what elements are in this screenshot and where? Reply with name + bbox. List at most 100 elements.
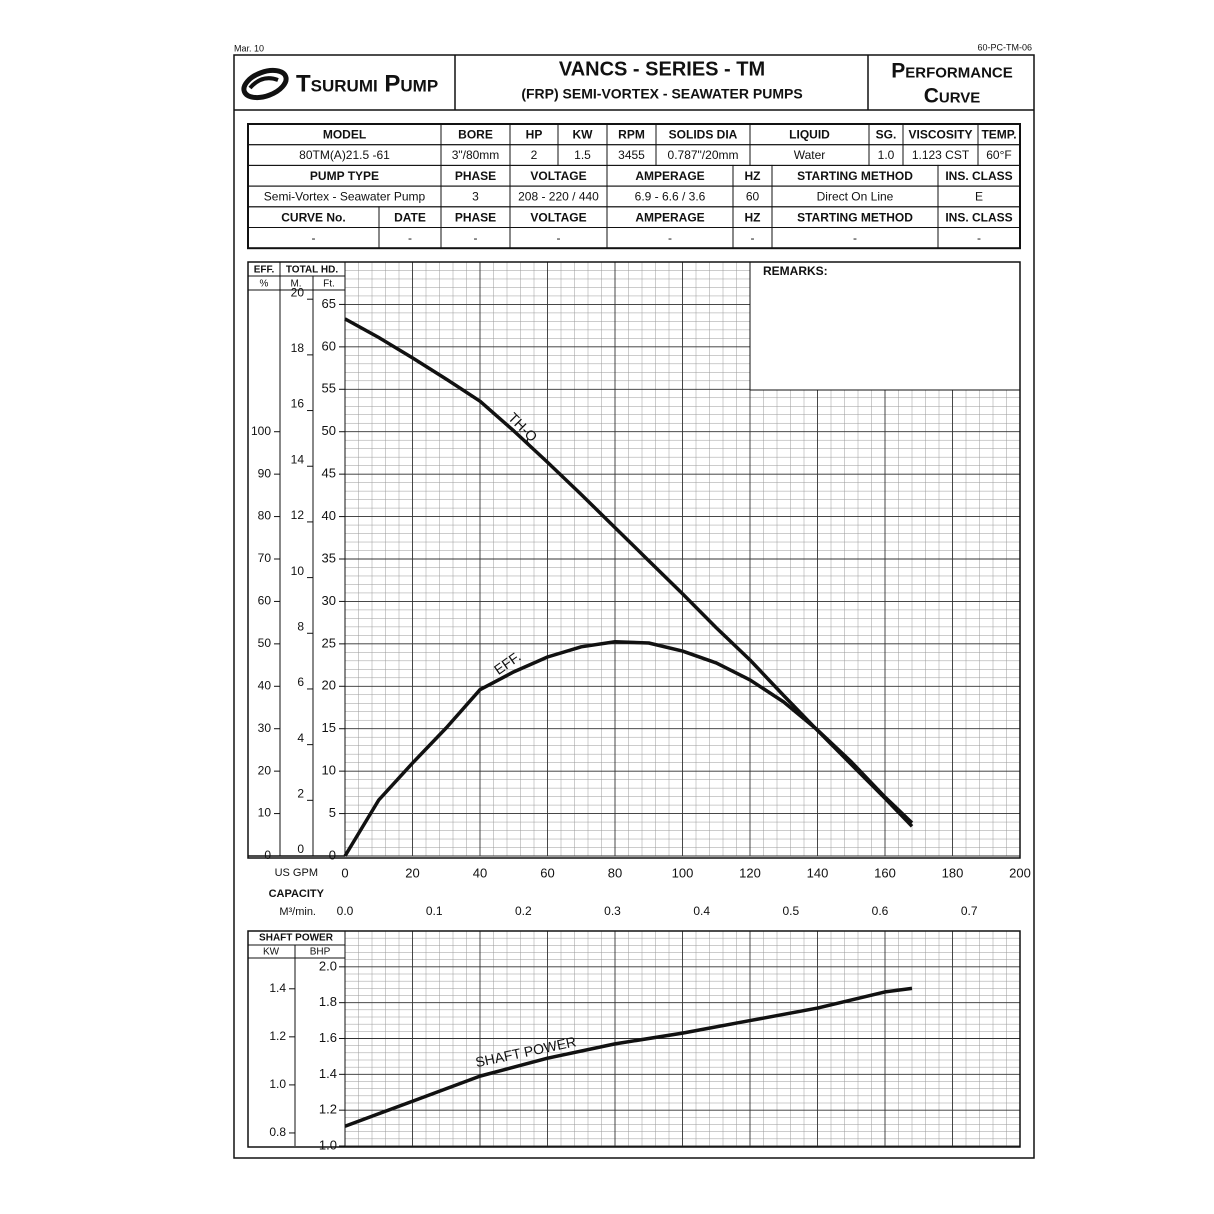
ft-tick-label: 50 — [322, 423, 336, 438]
column-header: RPM — [618, 128, 645, 142]
axis-unit: KW — [263, 947, 280, 958]
doc-code: 60-PC-TM-06 — [977, 42, 1032, 52]
column-header: MODEL — [323, 128, 366, 142]
cell-value: - — [751, 231, 755, 245]
bhp-tick-label: 1.0 — [319, 1137, 337, 1152]
cell-value: 60°F — [986, 148, 1011, 162]
column-header: INS. CLASS — [945, 169, 1012, 183]
ft-tick-label: 40 — [322, 508, 336, 523]
ft-tick-label: 15 — [322, 720, 336, 735]
bhp-tick-label: 1.2 — [319, 1102, 337, 1117]
cell-value: 1.123 CST — [912, 148, 970, 162]
chart-frame — [247, 930, 1021, 1148]
cell-value: 6.9 - 6.6 / 3.6 — [635, 190, 706, 204]
column-header: VISCOSITY — [908, 128, 972, 142]
x2-tick-label: 0.1 — [426, 904, 443, 918]
eff-tick-label: 90 — [258, 466, 272, 480]
axis-title: TOTAL HD. — [286, 265, 338, 276]
cell-value: 3"/80mm — [452, 148, 500, 162]
m-tick-label: 4 — [297, 731, 304, 745]
m-tick-label: 14 — [291, 452, 305, 466]
column-header: CURVE No. — [281, 210, 345, 224]
cell-value: 3455 — [618, 148, 645, 162]
axis-unit: BHP — [310, 947, 331, 958]
x-tick-label: 60 — [540, 865, 554, 880]
date: Mar. 10 — [234, 43, 264, 53]
column-header: PHASE — [455, 169, 496, 183]
cell-value: - — [557, 231, 561, 245]
column-header: PHASE — [455, 210, 496, 224]
cell-value: E — [975, 190, 983, 204]
column-header: AMPERAGE — [635, 210, 704, 224]
x-tick-label: 80 — [608, 865, 622, 880]
column-header: SG. — [876, 128, 897, 142]
eff-tick-label: 50 — [258, 636, 272, 650]
cell-value: 208 - 220 / 440 — [518, 190, 599, 204]
ft-tick-label: 65 — [322, 296, 336, 311]
x-tick-label: 180 — [942, 865, 964, 880]
kw-tick-label: 1.2 — [269, 1029, 286, 1043]
curve — [344, 986, 913, 1128]
x-tick-label: 200 — [1009, 865, 1031, 880]
logo — [241, 67, 289, 101]
column-header: TEMP. — [981, 128, 1016, 142]
column-header: VOLTAGE — [530, 169, 586, 183]
ft-tick-label: 55 — [322, 381, 336, 396]
eff-tick-label: 70 — [258, 551, 272, 565]
x2-tick-label: 0.5 — [782, 904, 799, 918]
cell-value: 0.787"/20mm — [668, 148, 739, 162]
eff-tick-label: 100 — [251, 424, 271, 438]
cell-value: - — [312, 231, 316, 245]
brand: Tsurumi Pump — [296, 70, 438, 97]
cell-value: Direct On Line — [817, 190, 894, 204]
ft-tick-label: 60 — [322, 338, 336, 353]
ft-tick-label: 35 — [322, 550, 336, 565]
eff-tick-label: 80 — [258, 509, 272, 523]
m-tick-label: 10 — [291, 564, 305, 578]
column-header: BORE — [458, 128, 493, 142]
chart-title: SHAFT POWER — [259, 933, 334, 944]
x-tick-label: 20 — [405, 865, 419, 880]
x2-axis-label: M³/min. — [279, 906, 316, 918]
eff-tick-label: 40 — [258, 678, 272, 692]
cell-value: 2 — [531, 148, 538, 162]
x-tick-label: 120 — [739, 865, 761, 880]
ft-tick-label: 10 — [322, 763, 336, 778]
series-subtitle: (FRP) SEMI-VORTEX - SEAWATER PUMPS — [521, 86, 802, 102]
m-tick-label: 0 — [297, 842, 304, 856]
m-tick-label: 20 — [291, 285, 305, 299]
ft-tick-label: 30 — [322, 593, 336, 608]
x2-tick-label: 0.4 — [693, 904, 710, 918]
shaft-power-chart: SHAFT POWER KW BHP 0.8 1.0 1.2 1.4 1.0 1.2 1.4 1.6… — [247, 930, 1021, 1152]
column-header: HZ — [745, 169, 761, 183]
doc-title: Performance — [891, 60, 1013, 83]
x-tick-label: 40 — [473, 865, 487, 880]
x-axis-label: US GPM — [275, 867, 318, 879]
ft-tick-label: 0 — [329, 847, 336, 862]
m-tick-label: 2 — [297, 786, 304, 800]
axis-unit: % — [260, 279, 269, 290]
ft-tick-label: 25 — [322, 635, 336, 650]
eff-tick-label: 60 — [258, 594, 272, 608]
bhp-tick-label: 2.0 — [319, 958, 337, 973]
axis-title: EFF. — [254, 265, 275, 276]
kw-tick-label: 1.0 — [269, 1077, 286, 1091]
x2-tick-label: 0.3 — [604, 904, 621, 918]
eff-tick-label: 30 — [258, 721, 272, 735]
axis-unit: M. — [290, 279, 301, 290]
page-frame — [233, 54, 1035, 1159]
curve — [343, 639, 914, 857]
doc-title: Curve — [924, 85, 981, 108]
cell-value: Semi-Vortex - Seawater Pump — [264, 190, 426, 204]
x-tick-label: 140 — [807, 865, 829, 880]
cell-value: - — [408, 231, 412, 245]
column-header: HZ — [745, 210, 761, 224]
m-tick-label: 18 — [291, 341, 305, 355]
cell-value: 80TM(A)21.5 -61 — [299, 148, 390, 162]
cell-value: - — [668, 231, 672, 245]
m-tick-label: 16 — [291, 397, 305, 411]
chart-frame — [247, 261, 1021, 859]
column-header: VOLTAGE — [530, 210, 586, 224]
axis-unit: Ft. — [323, 279, 335, 290]
